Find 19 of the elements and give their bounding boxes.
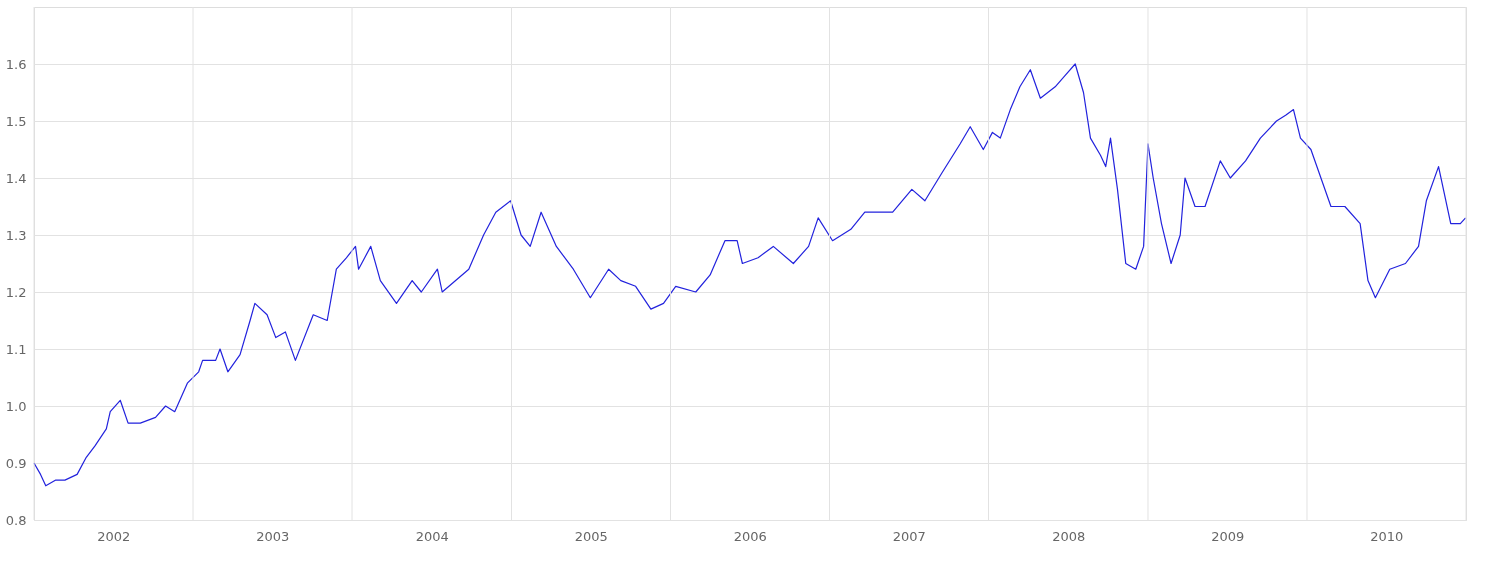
- line-series: [33, 63, 1467, 487]
- x-tick-label: 2007: [892, 528, 926, 544]
- y-tick-label: 0.8: [5, 512, 27, 528]
- y-tick-label: 1.2: [5, 284, 27, 300]
- x-tick-label: 2006: [733, 528, 767, 544]
- y-tick-label: 1.4: [5, 170, 27, 186]
- y-tick-label: 0.9: [5, 455, 27, 471]
- y-tick-label: 1.6: [5, 56, 27, 72]
- y-tick-label: 1.0: [5, 398, 27, 414]
- x-tick-label: 2008: [1052, 528, 1086, 544]
- y-tick-label: 1.3: [5, 227, 27, 243]
- x-tick-label: 2004: [415, 528, 449, 544]
- x-tick-label: 2005: [574, 528, 608, 544]
- y-tick-label: 1.1: [5, 341, 27, 357]
- x-tick-label: 2003: [256, 528, 290, 544]
- x-tick-label: 2002: [97, 528, 131, 544]
- x-tick-label: 2009: [1211, 528, 1245, 544]
- x-tick-label: 2010: [1370, 528, 1404, 544]
- y-tick-label: 1.5: [5, 113, 27, 129]
